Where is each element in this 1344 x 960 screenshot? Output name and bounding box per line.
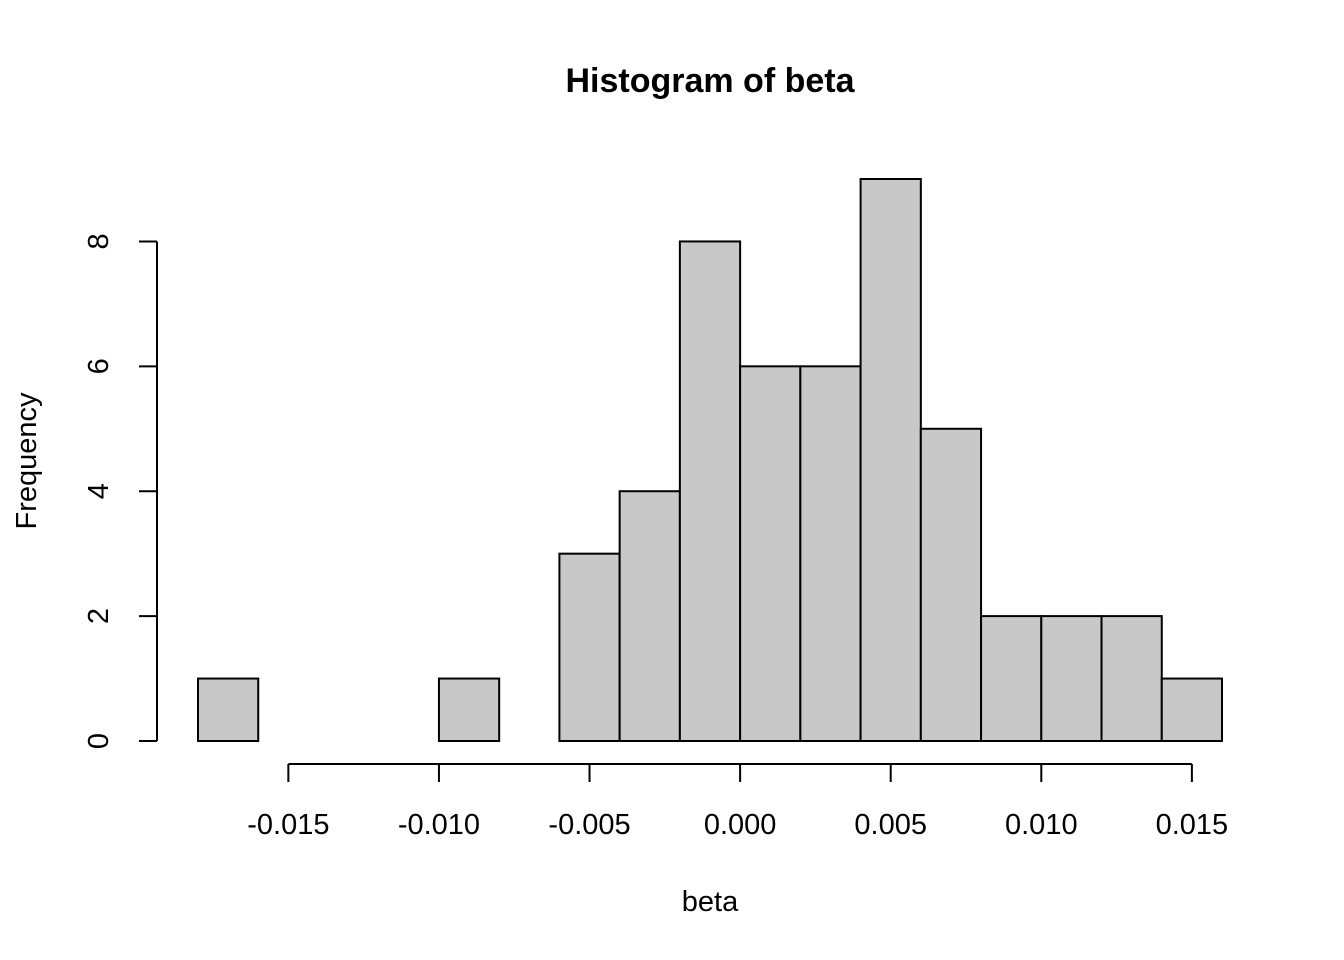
x-tick-label: 0.000: [704, 809, 777, 841]
x-tick-label: -0.015: [247, 809, 329, 841]
x-tick-label: 0.010: [1005, 809, 1078, 841]
histogram-bar: [678, 240, 742, 742]
histogram-bar: [197, 677, 260, 742]
histogram-bar: [558, 552, 621, 743]
y-tick-label: 0: [83, 733, 115, 749]
histogram-bar: [1160, 677, 1223, 742]
y-axis: 0 2 4 6 8: [83, 233, 158, 749]
x-tick-label: -0.005: [548, 809, 630, 841]
x-tick-label: 0.005: [854, 809, 927, 841]
bars-group: [197, 178, 1223, 743]
histogram-bar: [437, 677, 501, 742]
x-tick-label: -0.010: [398, 809, 480, 841]
histogram-bar: [799, 365, 862, 742]
histogram-bar: [1040, 615, 1103, 742]
y-tick-label: 2: [83, 608, 115, 624]
histogram-bar: [859, 178, 922, 742]
histogram-bar: [1100, 615, 1163, 742]
x-axis: -0.015 -0.010 -0.005 0.000 0.005 0.010 0.015: [247, 763, 1229, 841]
histogram-bar: [739, 365, 802, 742]
histogram-bar: [919, 427, 983, 742]
histogram-bar: [980, 615, 1043, 742]
y-axis-label: Frequency: [11, 392, 43, 530]
y-tick-label: 8: [83, 233, 115, 249]
histogram-bar: [618, 490, 681, 742]
y-tick-label: 4: [83, 483, 115, 499]
x-axis-label: beta: [682, 886, 739, 918]
y-tick-label: 6: [83, 358, 115, 374]
x-tick-label: 0.015: [1156, 809, 1229, 841]
chart-title: Histogram of beta: [565, 62, 855, 100]
